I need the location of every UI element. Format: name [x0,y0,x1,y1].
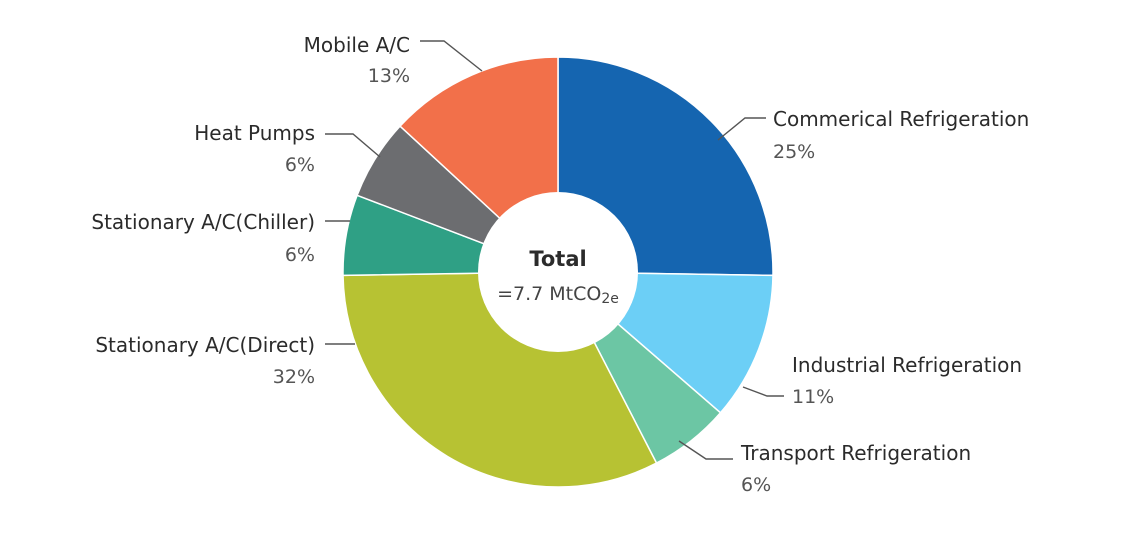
center-total-value: =7.7 MtCO2e [497,283,619,307]
percent-transport-refrigeration: 6% [741,474,771,496]
label-mobile-a-c: Mobile A/C [304,33,410,57]
slice-labels: Commerical Refrigeration 25% Industrial Re… [91,33,1029,496]
leader-line-heat-pumps [325,133,381,158]
percent-stationary-a-c-chiller: 6% [285,244,315,266]
percent-stationary-a-c-direct: 32% [273,366,315,388]
leader-line-mobile-a-c [420,40,483,72]
label-commerical-refrigeration: Commerical Refrigeration [773,107,1029,131]
donut-hole [478,192,638,352]
label-industrial-refrigeration: Industrial Refrigeration [792,353,1022,377]
label-transport-refrigeration: Transport Refrigeration [740,441,971,465]
label-heat-pumps: Heat Pumps [194,121,315,145]
percent-heat-pumps: 6% [285,154,315,176]
leader-line-commerical-refrigeration [717,117,766,141]
label-stationary-a-c-direct: Stationary A/C(Direct) [95,333,315,357]
percent-mobile-a-c: 13% [368,65,410,87]
percent-commerical-refrigeration: 25% [773,141,815,163]
percent-industrial-refrigeration: 11% [792,386,834,408]
leader-line-transport-refrigeration [678,440,733,460]
center-total-title: Total [529,247,586,271]
leader-lines [325,40,784,460]
label-stationary-a-c-chiller: Stationary A/C(Chiller) [91,210,315,234]
leader-line-industrial-refrigeration [742,386,784,397]
